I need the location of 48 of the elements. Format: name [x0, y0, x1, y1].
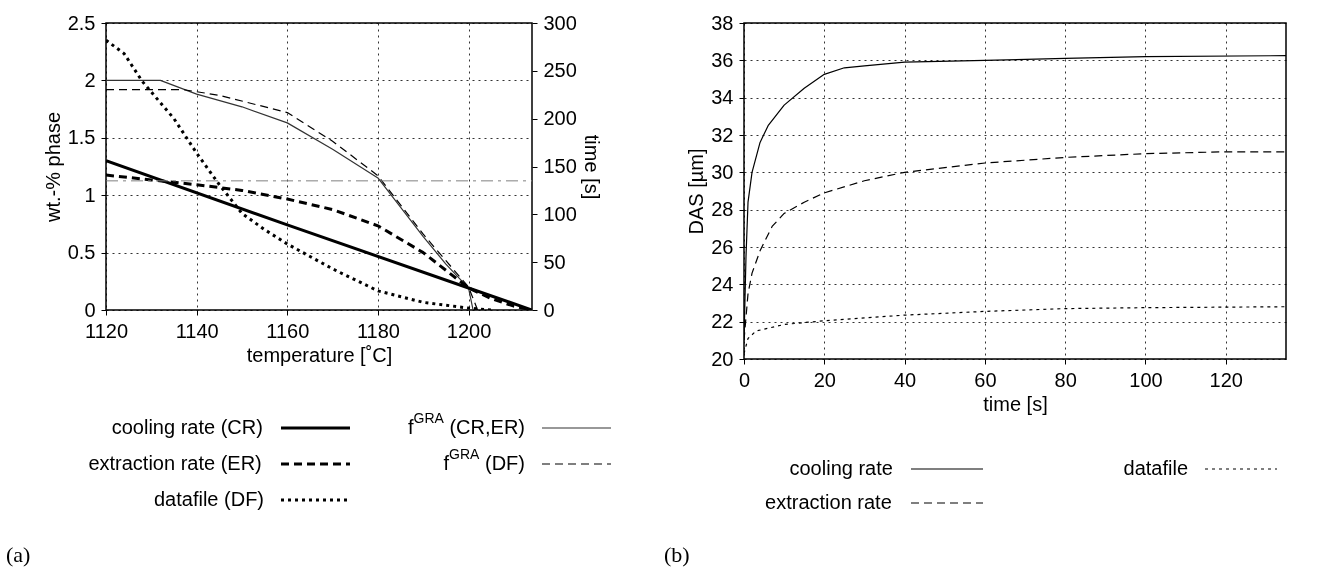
y2-tick-label: 200: [543, 107, 577, 130]
y2-tick-label: 50: [543, 250, 566, 273]
y-tick-label: 34: [711, 86, 734, 109]
y-tick-label: 2.5: [67, 11, 96, 34]
x-tick-label: 1200: [446, 319, 492, 342]
x-axis-title: temperature [˚C]: [246, 343, 393, 366]
y-tick-label: 38: [711, 11, 734, 34]
y-axis-title: DAS [µm]: [685, 148, 708, 235]
y-axis-title: wt.-% phase: [41, 111, 64, 224]
y2-tick-label: 250: [543, 59, 577, 82]
x-tick-label: 120: [1209, 368, 1243, 391]
y-tick-label: 36: [711, 48, 734, 71]
y2-tick-label: 0: [543, 298, 555, 321]
y-tick-label: 30: [711, 160, 734, 183]
legend-label: extraction rate (ER): [88, 452, 262, 474]
y2-tick-label: 300: [543, 11, 577, 34]
x-tick-label: 1140: [175, 319, 219, 342]
x-tick-label: 40: [893, 368, 917, 391]
y-tick-label: 20: [711, 347, 734, 370]
text: (b): [664, 542, 690, 567]
y-tick-label: 32: [711, 123, 734, 146]
x-tick-label: 100: [1129, 368, 1163, 391]
y-tick-label: 22: [711, 310, 734, 333]
y2-tick-label: 100: [543, 202, 577, 225]
y2-tick-label: 150: [543, 155, 577, 177]
x-tick-label: 1120: [84, 319, 129, 342]
legend-label: cooling rate (CR): [111, 416, 263, 438]
x-tick-label: 80: [1054, 368, 1077, 391]
text: (a): [6, 542, 31, 567]
x-tick-label: 0: [738, 368, 751, 391]
x-tick-label: 60: [974, 368, 997, 391]
y-tick-label: 24: [711, 272, 734, 295]
x-axis-title: time [s]: [983, 392, 1048, 415]
y-tick-label: 0: [84, 298, 96, 321]
x-tick-label: 20: [813, 368, 836, 391]
y-tick-label: 26: [711, 235, 734, 258]
y-tick-label: 0.5: [67, 241, 96, 264]
y2-axis-title: time [s]: [580, 134, 603, 200]
x-tick-label: 1180: [356, 319, 400, 342]
x-tick-label: 1160: [266, 319, 310, 342]
legend-label: datafile (DF): [153, 488, 265, 510]
legend-label: extraction rate: [765, 491, 892, 513]
legend-label: datafile: [1123, 457, 1189, 479]
y-tick-label: 28: [711, 198, 734, 221]
y-tick-label: 2: [84, 68, 96, 91]
legend-label: cooling rate: [789, 457, 893, 479]
y-tick-label: 1.5: [67, 126, 96, 149]
y-tick-label: 1: [84, 183, 96, 206]
